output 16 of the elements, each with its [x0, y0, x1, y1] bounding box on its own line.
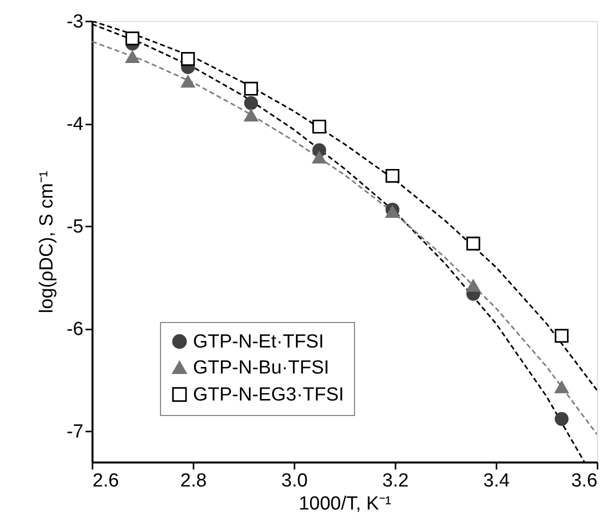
- x-axis-title: 1000/T, K⁻¹: [298, 494, 392, 514]
- y-tick-label: -4: [66, 114, 84, 136]
- y-tick-label: -7: [66, 422, 84, 443]
- y-tick-label: -5: [66, 216, 84, 238]
- legend-label: GTP-N-Bu·TFSI: [193, 358, 330, 378]
- x-tick-label: 3.2: [382, 470, 409, 492]
- legend-label: GTP-N-Et·TFSI: [193, 332, 324, 352]
- x-tick-label: 2.8: [180, 470, 207, 492]
- y-axis-title: log(ρDC), S cm⁻¹: [36, 170, 58, 314]
- legend-label: GTP-N-EG3·TFSI: [193, 384, 344, 406]
- x-tick-label: 3.0: [281, 470, 308, 492]
- x-tick-label: 3.4: [483, 470, 510, 492]
- x-tick-label: 2.6: [92, 470, 119, 492]
- x-tick-label: 3.6: [571, 470, 598, 492]
- y-tick-label: -3: [66, 12, 84, 32]
- y-tick-label: -6: [66, 319, 84, 340]
